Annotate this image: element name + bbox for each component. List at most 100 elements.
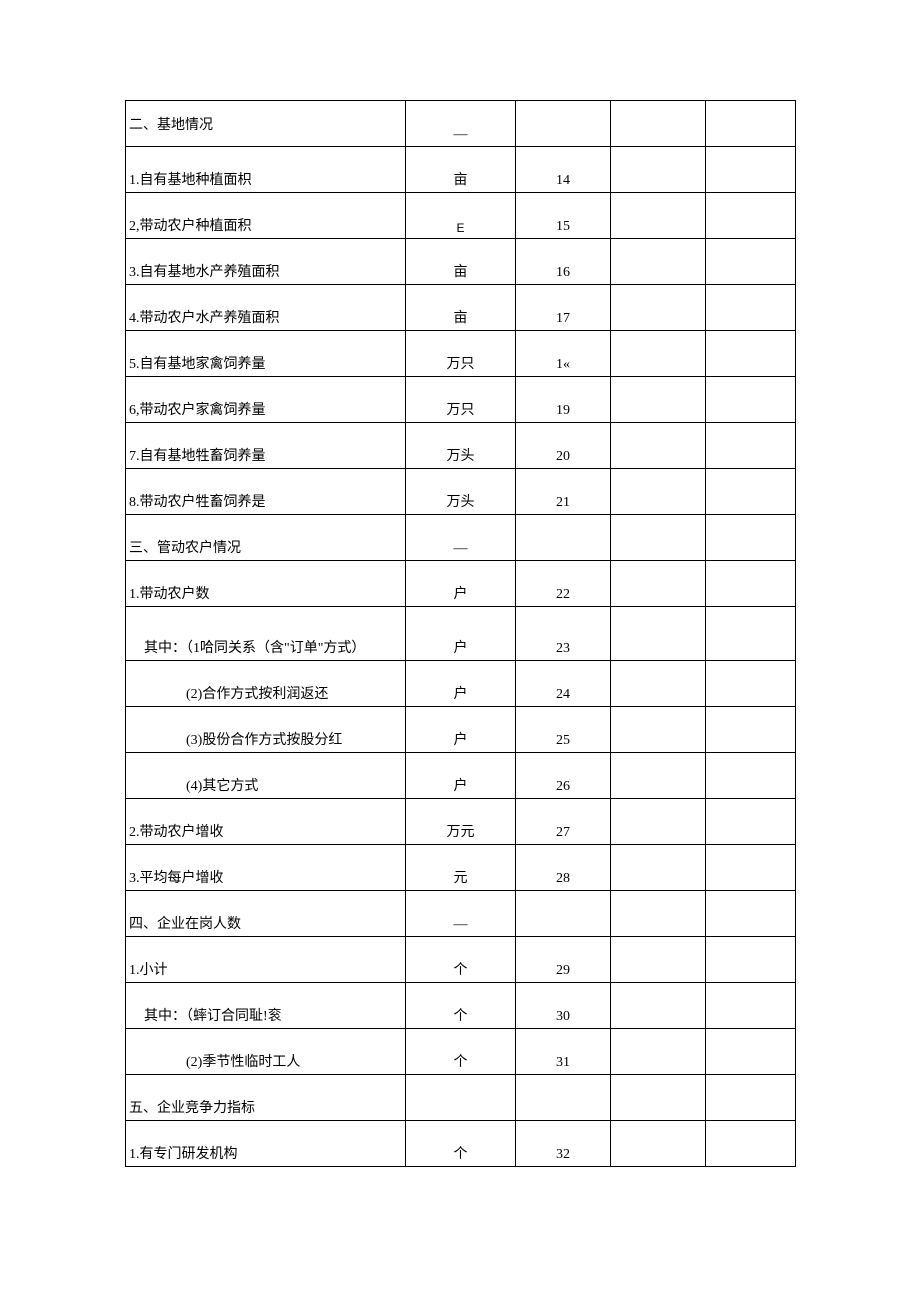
code-cell: 20	[516, 423, 611, 469]
value-cell-1	[611, 147, 706, 193]
code-cell: 29	[516, 937, 611, 983]
row-label: 2,带动农户种植面积	[126, 193, 406, 239]
value-cell-1	[611, 1075, 706, 1121]
value-cell-1	[611, 561, 706, 607]
value-cell-1	[611, 1029, 706, 1075]
unit-cell: 户	[406, 707, 516, 753]
value-cell-1	[611, 285, 706, 331]
section-title: 四、企业在岗人数	[126, 891, 406, 937]
value-cell-1	[611, 193, 706, 239]
value-cell-2	[706, 1121, 796, 1167]
code-cell: 25	[516, 707, 611, 753]
code-cell: 23	[516, 607, 611, 661]
unit-cell: 户	[406, 753, 516, 799]
value-cell-2	[706, 753, 796, 799]
value-cell-2	[706, 193, 796, 239]
value-cell-1	[611, 845, 706, 891]
code-cell: 28	[516, 845, 611, 891]
value-cell-2	[706, 377, 796, 423]
unit-cell: 万头	[406, 423, 516, 469]
value-cell-1	[611, 515, 706, 561]
value-cell-1	[611, 1121, 706, 1167]
value-cell-2	[706, 1029, 796, 1075]
value-cell-2	[706, 561, 796, 607]
unit-cell: —	[406, 101, 516, 147]
row-label: 1.自有基地种植面枳	[126, 147, 406, 193]
value-cell-2	[706, 607, 796, 661]
value-cell-2	[706, 891, 796, 937]
code-cell: 31	[516, 1029, 611, 1075]
value-cell-1	[611, 937, 706, 983]
value-cell-2	[706, 845, 796, 891]
row-label: 4.带动农户水产养殖面积	[126, 285, 406, 331]
unit-cell: E	[406, 193, 516, 239]
row-label: 7.自有基地牲畜饲养量	[126, 423, 406, 469]
row-label: 8.带动农户牲畜饲养是	[126, 469, 406, 515]
row-label: 3.平均每户增收	[126, 845, 406, 891]
value-cell-2	[706, 331, 796, 377]
value-cell-1	[611, 799, 706, 845]
row-label: (3)股份合作方式按股分红	[126, 707, 406, 753]
code-cell: 22	[516, 561, 611, 607]
row-label: 5.自有基地家禽饲养量	[126, 331, 406, 377]
value-cell-2	[706, 515, 796, 561]
value-cell-1	[611, 661, 706, 707]
value-cell-2	[706, 937, 796, 983]
unit-cell: 亩	[406, 285, 516, 331]
code-cell: 1«	[516, 331, 611, 377]
row-label: 1.带动农户数	[126, 561, 406, 607]
value-cell-1	[611, 891, 706, 937]
value-cell-1	[611, 469, 706, 515]
code-cell: 16	[516, 239, 611, 285]
code-cell	[516, 101, 611, 147]
row-label: (2)合作方式按利润返还	[126, 661, 406, 707]
unit-cell: 亩	[406, 239, 516, 285]
code-cell	[516, 515, 611, 561]
value-cell-2	[706, 285, 796, 331]
value-cell-2	[706, 147, 796, 193]
value-cell-1	[611, 753, 706, 799]
row-label: 3.自有基地水产养殖面积	[126, 239, 406, 285]
value-cell-2	[706, 101, 796, 147]
unit-cell: —	[406, 891, 516, 937]
unit-cell: 万头	[406, 469, 516, 515]
value-cell-2	[706, 1075, 796, 1121]
value-cell-1	[611, 423, 706, 469]
code-cell	[516, 891, 611, 937]
value-cell-1	[611, 607, 706, 661]
value-cell-1	[611, 101, 706, 147]
code-cell: 32	[516, 1121, 611, 1167]
unit-cell: 万元	[406, 799, 516, 845]
value-cell-2	[706, 469, 796, 515]
value-cell-2	[706, 239, 796, 285]
value-cell-1	[611, 331, 706, 377]
value-cell-1	[611, 377, 706, 423]
value-cell-2	[706, 661, 796, 707]
code-cell	[516, 1075, 611, 1121]
value-cell-1	[611, 707, 706, 753]
value-cell-2	[706, 799, 796, 845]
section-title: 二、基地情况	[126, 101, 406, 147]
unit-cell: 亩	[406, 147, 516, 193]
row-label: 1.有专门研发机构	[126, 1121, 406, 1167]
unit-cell: 个	[406, 1121, 516, 1167]
value-cell-2	[706, 423, 796, 469]
code-cell: 27	[516, 799, 611, 845]
code-cell: 15	[516, 193, 611, 239]
section-title: 五、企业竞争力指标	[126, 1075, 406, 1121]
row-label: 1.小计	[126, 937, 406, 983]
unit-cell: 元	[406, 845, 516, 891]
code-cell: 14	[516, 147, 611, 193]
value-cell-2	[706, 983, 796, 1029]
unit-cell: 万只	[406, 377, 516, 423]
row-label: (2)季节性临时工人	[126, 1029, 406, 1075]
code-cell: 19	[516, 377, 611, 423]
row-label: 2.带动农户增收	[126, 799, 406, 845]
code-cell: 30	[516, 983, 611, 1029]
unit-cell: 个	[406, 937, 516, 983]
unit-cell: —	[406, 515, 516, 561]
unit-cell: 个	[406, 1029, 516, 1075]
value-cell-2	[706, 707, 796, 753]
unit-cell: 户	[406, 561, 516, 607]
code-cell: 24	[516, 661, 611, 707]
